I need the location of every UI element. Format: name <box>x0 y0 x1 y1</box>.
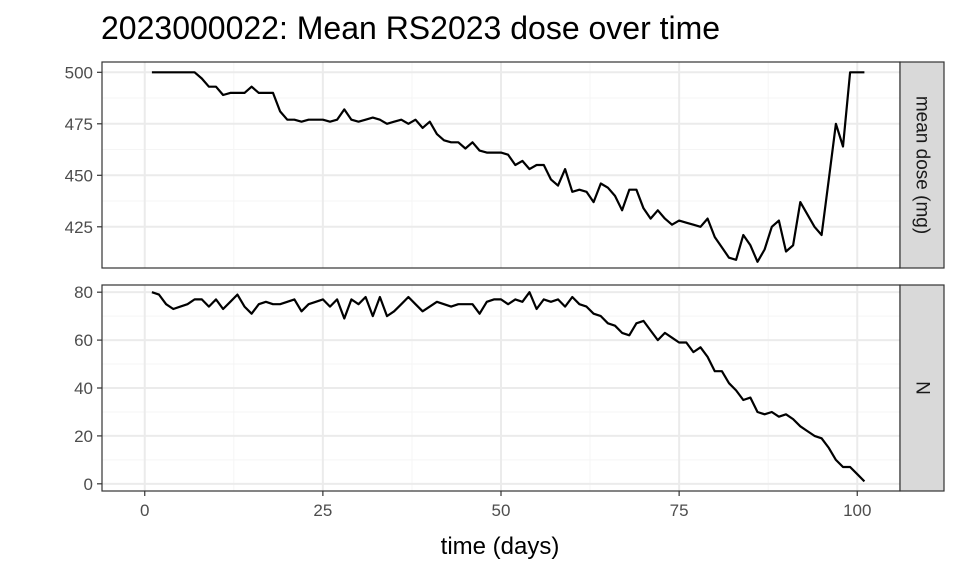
y-tick-label: 20 <box>74 427 93 446</box>
y-tick-label: 475 <box>65 115 93 134</box>
facet-strip <box>899 61 945 269</box>
y-tick-label: 500 <box>65 63 93 82</box>
chart-title: 2023000022: Mean RS2023 dose over time <box>101 10 720 46</box>
x-tick-label: 50 <box>492 501 511 520</box>
facet-panel: 425 450 475 500 mean dose (mg) <box>65 61 945 269</box>
x-tick-label: 25 <box>313 501 332 520</box>
x-tick-label: 100 <box>843 501 871 520</box>
series-line <box>151 291 866 483</box>
x-axis-label: time (days) <box>441 533 560 560</box>
y-tick-label: 0 <box>84 475 93 494</box>
facet-strip-label: N <box>912 381 933 395</box>
y-tick-label: 80 <box>74 283 93 302</box>
x-tick-label: 75 <box>670 501 689 520</box>
y-tick-label: 60 <box>74 331 93 350</box>
facet-strip <box>899 284 945 492</box>
y-tick-label: 450 <box>65 166 93 185</box>
y-tick-label: 40 <box>74 379 93 398</box>
facet-panels: 425 450 475 500 mean dose (mg) 0 20 40 60 80 N 0 25 5… <box>65 61 945 520</box>
facet-strip-label: mean dose (mg) <box>912 96 933 234</box>
facet-panel: 0 20 40 60 80 N 0 25 50 75 100 <box>74 283 945 520</box>
y-tick-label: 425 <box>65 218 93 237</box>
series-line <box>151 71 865 263</box>
x-tick-label: 0 <box>140 501 149 520</box>
